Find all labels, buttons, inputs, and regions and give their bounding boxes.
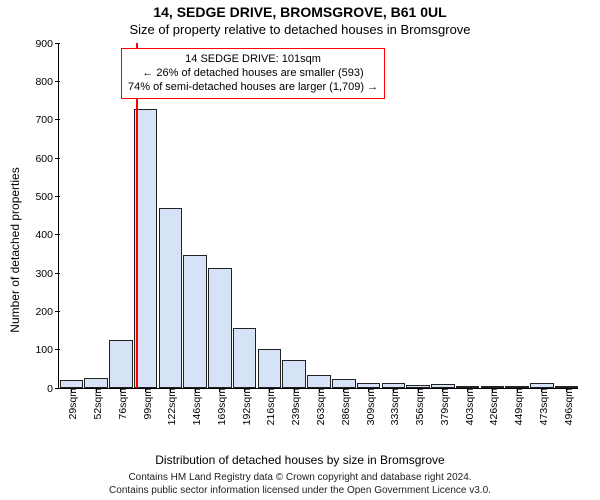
x-tick-mark [467, 388, 468, 392]
x-tick-mark [294, 388, 295, 392]
x-tick-mark [319, 388, 320, 392]
x-tick-label: 146sqm [187, 388, 203, 425]
x-tick-mark [145, 388, 146, 392]
x-tick-mark [71, 388, 72, 392]
x-tick-label: 403sqm [460, 388, 476, 425]
histogram-bar [109, 340, 133, 388]
x-tick-label: 76sqm [113, 388, 129, 420]
annotation-line: 74% of semi-detached houses are larger (… [128, 81, 378, 95]
x-tick-label: 286sqm [336, 388, 352, 425]
x-tick-label: 473sqm [534, 388, 550, 425]
x-tick-label: 496sqm [559, 388, 575, 425]
histogram-bar [208, 268, 232, 388]
x-tick-label: 169sqm [212, 388, 228, 425]
histogram-bar [233, 328, 257, 388]
annotation-box: 14 SEDGE DRIVE: 101sqm← 26% of detached … [121, 48, 385, 99]
y-tick-label: 400 [19, 229, 59, 241]
histogram-bar [258, 349, 282, 388]
y-tick-label: 700 [19, 114, 59, 126]
histogram-bar [332, 379, 356, 388]
x-tick-label: 52sqm [88, 388, 104, 420]
histogram-plot: 010020030040050060070080090029sqm52sqm76… [58, 44, 578, 389]
annotation-line: ← 26% of detached houses are smaller (59… [128, 67, 378, 81]
y-tick-label: 200 [19, 306, 59, 318]
y-tick-label: 800 [19, 76, 59, 88]
x-tick-label: 122sqm [162, 388, 178, 425]
x-tick-label: 333sqm [385, 388, 401, 425]
x-tick-mark [517, 388, 518, 392]
x-tick-mark [170, 388, 171, 392]
x-tick-mark [418, 388, 419, 392]
x-tick-label: 216sqm [261, 388, 277, 425]
x-tick-mark [269, 388, 270, 392]
x-tick-label: 192sqm [237, 388, 253, 425]
x-tick-label: 29sqm [63, 388, 79, 420]
histogram-bar [159, 208, 183, 388]
attribution-text: Contains HM Land Registry data © Crown c… [0, 472, 600, 497]
y-tick-label: 900 [19, 38, 59, 50]
x-tick-mark [343, 388, 344, 392]
attribution-line: Contains public sector information licen… [0, 485, 600, 498]
x-tick-label: 99sqm [138, 388, 154, 420]
x-tick-mark [566, 388, 567, 392]
x-tick-mark [195, 388, 196, 392]
y-tick-label: 300 [19, 268, 59, 280]
x-tick-label: 239sqm [286, 388, 302, 425]
page-title: 14, SEDGE DRIVE, BROMSGROVE, B61 0UL [0, 4, 600, 20]
x-tick-label: 263sqm [311, 388, 327, 425]
y-tick-label: 100 [19, 344, 59, 356]
x-tick-label: 356sqm [410, 388, 426, 425]
x-tick-label: 309sqm [361, 388, 377, 425]
histogram-bar [183, 255, 207, 388]
page-subtitle: Size of property relative to detached ho… [0, 22, 600, 37]
attribution-line: Contains HM Land Registry data © Crown c… [0, 472, 600, 485]
x-tick-mark [244, 388, 245, 392]
x-tick-label: 379sqm [435, 388, 451, 425]
x-tick-mark [368, 388, 369, 392]
x-tick-label: 449sqm [509, 388, 525, 425]
x-tick-mark [393, 388, 394, 392]
x-tick-mark [442, 388, 443, 392]
histogram-bar [307, 375, 331, 388]
x-tick-mark [492, 388, 493, 392]
y-tick-label: 0 [19, 383, 59, 395]
x-tick-mark [120, 388, 121, 392]
histogram-bar [282, 360, 306, 388]
annotation-line: 14 SEDGE DRIVE: 101sqm [128, 53, 378, 67]
y-tick-label: 500 [19, 191, 59, 203]
x-tick-mark [96, 388, 97, 392]
x-axis-label: Distribution of detached houses by size … [0, 453, 600, 467]
y-tick-label: 600 [19, 153, 59, 165]
x-tick-label: 426sqm [484, 388, 500, 425]
x-tick-mark [219, 388, 220, 392]
x-tick-mark [541, 388, 542, 392]
